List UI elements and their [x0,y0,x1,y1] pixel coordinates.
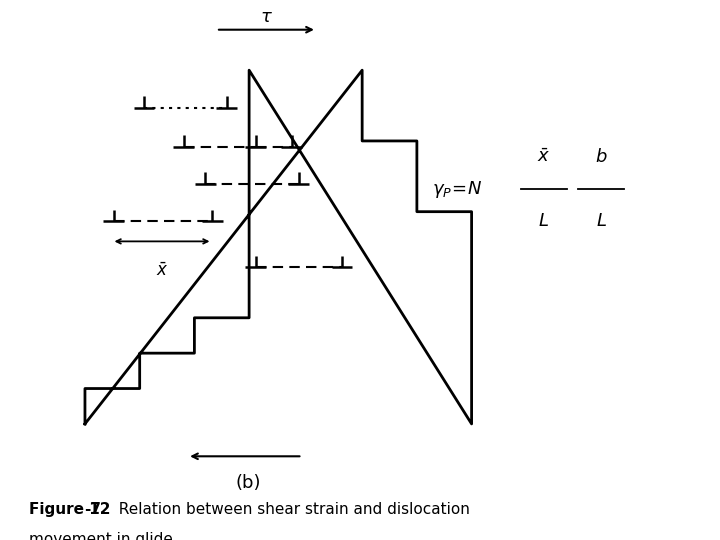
Text: $L$: $L$ [538,212,549,230]
Text: $\bar{x}$: $\bar{x}$ [156,262,168,280]
Text: -7: -7 [84,502,102,517]
Text: $\tau$: $\tau$ [260,9,273,26]
Polygon shape [85,70,472,424]
Text: .: . [99,502,105,517]
Text: Relation between shear strain and dislocation: Relation between shear strain and disloc… [109,502,470,517]
Text: movement in glide.: movement in glide. [29,532,178,540]
Text: $\gamma_P\!=\!N\,$: $\gamma_P\!=\!N\,$ [432,179,482,199]
Text: $\bar{x}$: $\bar{x}$ [537,148,550,166]
Text: (b): (b) [235,474,261,492]
Text: $b$: $b$ [595,148,608,166]
Text: Figure 12: Figure 12 [29,502,110,517]
Text: $L$: $L$ [595,212,607,230]
